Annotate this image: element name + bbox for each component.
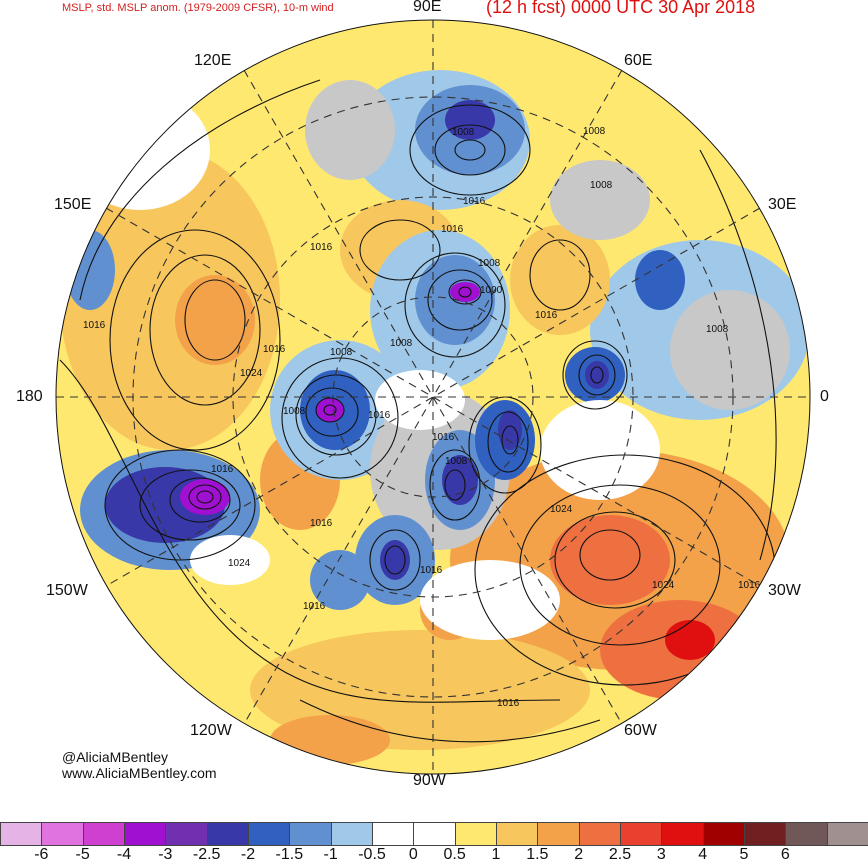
lon-label-30e: 30E bbox=[768, 196, 797, 213]
isobar-label: 1016 bbox=[211, 464, 234, 475]
isobar-label: 1016 bbox=[463, 196, 486, 207]
isobar-label: 1016 bbox=[535, 310, 558, 321]
colorbar-swatch bbox=[247, 822, 291, 846]
isobar-label: 1024 bbox=[550, 504, 573, 515]
colorbar-swatch bbox=[41, 822, 84, 846]
lon-label-60w: 60W bbox=[624, 722, 657, 739]
lon-label-180: 180 bbox=[16, 388, 43, 405]
map-border bbox=[55, 19, 811, 775]
colorbar-swatch bbox=[123, 822, 167, 846]
forecast-valid-time: (12 h fcst) 0000 UTC 30 Apr 2018 bbox=[486, 0, 756, 17]
isobar-label: 1016 bbox=[368, 410, 391, 421]
isobar-label: 1024 bbox=[240, 368, 263, 379]
colorbar-swatch bbox=[454, 822, 497, 846]
isobar-label: 1024 bbox=[228, 558, 251, 569]
isobar-labels: 1008 1008 1008 1016 1016 1016 1000 1008 … bbox=[83, 126, 761, 709]
colorbar-swatch bbox=[495, 822, 539, 846]
author-website: www.AliciaMBentley.com bbox=[62, 765, 217, 781]
colorbar-tick-label: 1.5 bbox=[526, 846, 549, 863]
colorbar-tick-label: -3 bbox=[158, 846, 173, 863]
chart-subtitle: MSLP, std. MSLP anom. (1979-2009 CFSR), … bbox=[62, 2, 334, 14]
colorbar-swatch bbox=[165, 822, 208, 846]
colorbar-swatch bbox=[537, 822, 580, 846]
lon-label-120e: 120E bbox=[194, 52, 232, 69]
colorbar-tick-label: 2.5 bbox=[608, 846, 632, 863]
colorbar-tick-label: 3 bbox=[656, 846, 666, 863]
isobar-label: 1016 bbox=[441, 224, 464, 235]
isobar-label: 1000 bbox=[480, 285, 503, 296]
isobar-label: 1008 bbox=[706, 324, 729, 335]
colorbar-tick-label: 0 bbox=[408, 846, 418, 863]
lon-label-30w: 30W bbox=[768, 582, 801, 599]
colorbar-tick-label: 4 bbox=[698, 846, 708, 863]
graticule bbox=[56, 20, 810, 774]
colorbar-tick-label: -1 bbox=[323, 846, 338, 863]
colorbar-tick-label: 5 bbox=[739, 846, 749, 863]
colorbar-tick-label: 6 bbox=[780, 846, 790, 863]
isobar-label: 1008 bbox=[590, 180, 613, 191]
colorbar-swatch bbox=[330, 822, 373, 846]
colorbar-tick-label: -1.5 bbox=[275, 846, 304, 863]
isobar-label: 1016 bbox=[497, 698, 520, 709]
isobar-label: 1008 bbox=[478, 258, 501, 269]
isobars bbox=[59, 79, 777, 743]
lon-label-0: 0 bbox=[820, 388, 829, 405]
colorbar-tick-label: -0.5 bbox=[358, 846, 386, 863]
anomaly-shading bbox=[60, 70, 810, 765]
colorbar-swatch bbox=[743, 822, 787, 846]
colorbar-swatch bbox=[785, 822, 828, 846]
colorbar-tick-label: -2.5 bbox=[192, 846, 221, 863]
lon-label-60e: 60E bbox=[624, 52, 653, 69]
isobar-label: 1016 bbox=[310, 242, 333, 253]
colorbar-tick-label: 0.5 bbox=[443, 846, 466, 863]
colorbar-swatch bbox=[826, 822, 868, 846]
lon-label-150w: 150W bbox=[46, 582, 88, 599]
isobar-label: 1016 bbox=[420, 565, 443, 576]
colorbar-swatch bbox=[661, 822, 704, 846]
colorbar-swatch bbox=[206, 822, 249, 846]
isobar-label: 1008 bbox=[283, 406, 306, 417]
colorbar-tick-label: -2 bbox=[240, 846, 256, 863]
isobar-label: 1016 bbox=[83, 320, 106, 331]
colorbar-ticks: -6 -5 -4 -3 -2.5 -2 -1.5 -1 -0.5 0 0.5 1 1.5 2 2.5 3 4 5 6 bbox=[0, 846, 868, 865]
colorbar-tick-label: 1 bbox=[491, 846, 501, 863]
lon-label-120w: 120W bbox=[190, 722, 232, 739]
isobar-label: 1008 bbox=[583, 126, 606, 137]
anomaly-colorbar bbox=[0, 822, 868, 846]
isobar-label: 1024 bbox=[652, 580, 675, 591]
isobar-label: 1016 bbox=[263, 344, 286, 355]
isobar-label: 1008 bbox=[445, 456, 468, 467]
colorbar-swatch bbox=[578, 822, 621, 846]
lon-label-90w: 90W bbox=[413, 772, 446, 789]
isobar-label: 1016 bbox=[432, 432, 455, 443]
colorbar-swatch bbox=[619, 822, 663, 846]
colorbar-tick-label: -5 bbox=[75, 846, 90, 863]
lon-label-150e: 150E bbox=[54, 196, 92, 213]
isobar-label: 1008 bbox=[390, 338, 413, 349]
author-handle: @AliciaMBentley bbox=[62, 749, 169, 765]
colorbar-swatch bbox=[289, 822, 332, 846]
colorbar-tick-label: 2 bbox=[574, 846, 584, 863]
colorbar-swatch bbox=[0, 822, 43, 846]
colorbar-tick-label: -4 bbox=[116, 846, 132, 863]
isobar-label: 1008 bbox=[330, 347, 353, 358]
colorbar-swatch bbox=[413, 822, 456, 846]
lon-label-90e: 90E bbox=[413, 0, 442, 15]
polar-map: 1008 1008 1008 1016 1016 1016 1000 1008 … bbox=[55, 19, 811, 775]
colorbar-swatch bbox=[82, 822, 125, 846]
colorbar-swatch bbox=[371, 822, 415, 846]
isobar-label: 1016 bbox=[303, 601, 326, 612]
isobar-label: 1016 bbox=[738, 580, 761, 591]
isobar-label: 1016 bbox=[310, 518, 333, 529]
colorbar-tick-label: -6 bbox=[34, 846, 49, 863]
colorbar-swatch bbox=[702, 822, 745, 846]
isobar-label: 1008 bbox=[452, 127, 475, 138]
